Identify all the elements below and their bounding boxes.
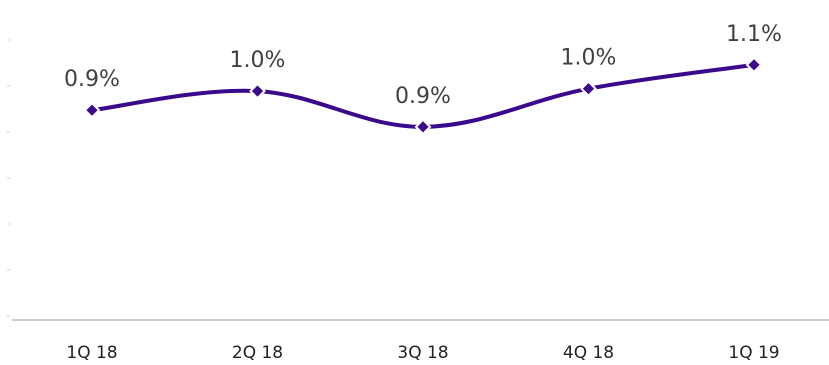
x-tick-label: 1Q 18: [66, 343, 117, 363]
data-label: 0.9%: [64, 67, 120, 92]
y-axis-ticks: [7, 39, 10, 317]
x-tick-label: 1Q 19: [728, 343, 779, 363]
x-tick-label: 3Q 18: [397, 343, 448, 363]
data-point-2q-18: [249, 82, 266, 100]
data-point-1q-19: [745, 56, 763, 74]
data-label: 1.1%: [726, 22, 782, 47]
data-point-1q-18: [83, 101, 101, 119]
data-point-4q-18: [580, 80, 597, 98]
x-axis-tick-labels: 1Q 18 2Q 18 3Q 18 4Q 18 1Q 19: [66, 343, 779, 363]
data-point-3q-18: [414, 118, 432, 136]
data-label: 0.9%: [395, 84, 451, 109]
data-label: 1.0%: [230, 48, 286, 73]
x-tick-label: 2Q 18: [232, 343, 283, 363]
x-tick-label: 4Q 18: [563, 343, 614, 363]
data-label: 1.0%: [561, 46, 617, 71]
series-markers: [83, 56, 763, 136]
data-labels: 0.9% 1.0% 0.9% 1.0% 1.1%: [64, 22, 782, 109]
